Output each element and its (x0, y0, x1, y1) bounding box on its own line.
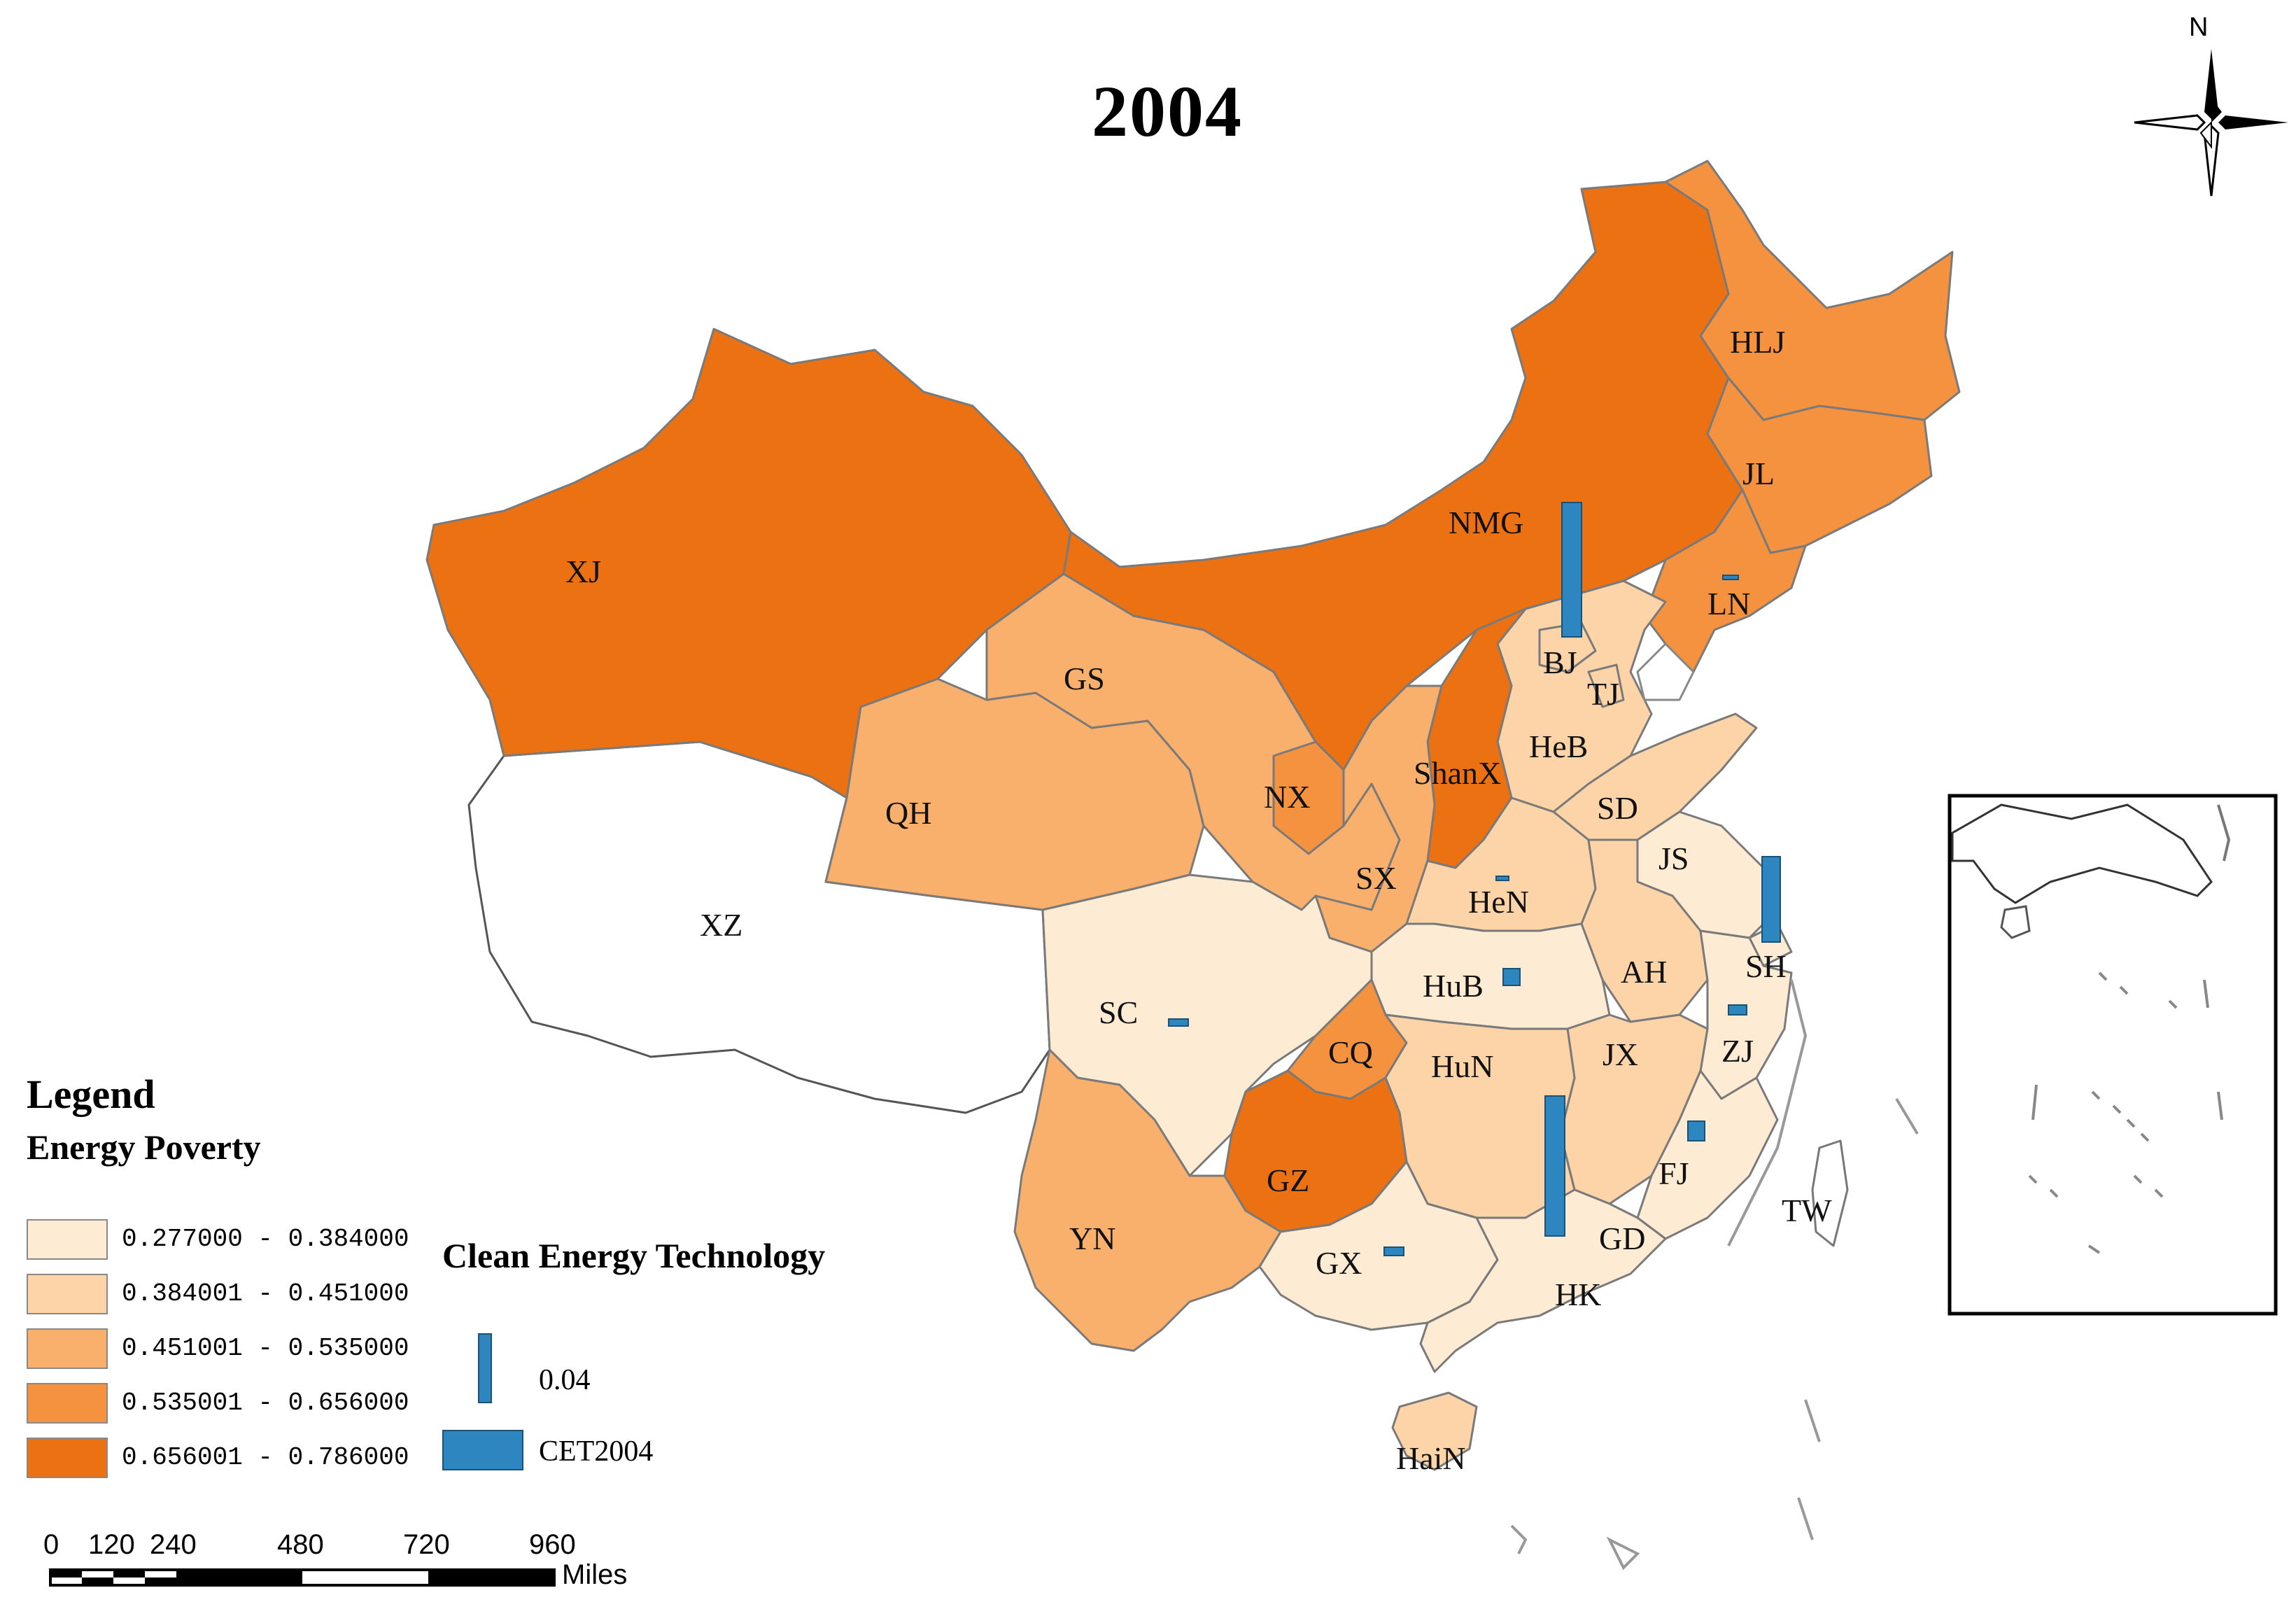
province-HaiN[interactable] (1391, 1391, 1478, 1471)
cet-bar-BJ[interactable] (1561, 502, 1582, 638)
label-YN: YN (1069, 1221, 1116, 1256)
cet-legend-swatch (442, 1430, 523, 1470)
legend-label: 0.451001 - 0.535000 (122, 1334, 409, 1363)
province-FJ[interactable] (1636, 1069, 1779, 1240)
label-BJ: BJ (1543, 645, 1577, 680)
label-TJ: TJ (1587, 676, 1619, 712)
cet-bar-GD[interactable] (1544, 1095, 1565, 1237)
label-JL: JL (1742, 456, 1775, 491)
cet-bar-HeN[interactable] (1495, 876, 1509, 881)
north-arrow (2134, 49, 2288, 197)
legend-swatch (27, 1274, 108, 1314)
scale-bar (49, 1568, 556, 1587)
province-TW[interactable] (1811, 1139, 1849, 1247)
label-HeN: HeN (1468, 884, 1529, 920)
scale-tick: 120 (88, 1529, 135, 1560)
province-YN[interactable] (1013, 1048, 1282, 1352)
scale-unit: Miles (562, 1559, 628, 1590)
legend-label: 0.535001 - 0.656000 (122, 1389, 409, 1417)
cet-bar-GX[interactable] (1383, 1246, 1404, 1256)
province-AH[interactable] (1580, 838, 1709, 1023)
bohai-sea (1636, 642, 1695, 701)
label-HLJ: HLJ (1730, 324, 1786, 360)
label-HuB: HuB (1423, 968, 1484, 1004)
province-HLJ[interactable] (1664, 160, 1961, 421)
coastal-islands (1510, 979, 1919, 1571)
label-GD: GD (1599, 1221, 1646, 1256)
scale-tick: 960 (529, 1529, 576, 1560)
province-XJ[interactable] (425, 328, 1072, 799)
legend-title: Legend (27, 1072, 155, 1117)
label-TW: TW (1782, 1193, 1832, 1228)
label-CQ: CQ (1328, 1034, 1373, 1070)
province-HuB[interactable] (1370, 922, 1611, 1030)
cet-bar-SH[interactable] (1761, 856, 1781, 943)
label-JX: JX (1603, 1037, 1639, 1072)
label-FJ: FJ (1658, 1155, 1689, 1191)
label-SH: SH (1745, 948, 1787, 984)
cet-legend-bar-value: 0.04 (539, 1364, 591, 1396)
province-GD[interactable] (1419, 1188, 1667, 1373)
label-SC: SC (1099, 995, 1139, 1030)
legend-label: 0.277000 - 0.384000 (122, 1225, 409, 1253)
label-NX: NX (1264, 779, 1311, 815)
legend-swatch (27, 1383, 108, 1424)
cet-bar-LN[interactable] (1722, 575, 1739, 580)
label-ZJ: ZJ (1721, 1033, 1754, 1069)
label-XJ: XJ (565, 554, 602, 589)
scale-tick: 240 (150, 1529, 197, 1560)
label-GX: GX (1316, 1245, 1362, 1281)
label-HuN: HuN (1431, 1048, 1494, 1084)
province-TJ[interactable] (1587, 663, 1625, 708)
label-HaiN: HaiN (1396, 1440, 1466, 1476)
legend-swatch (27, 1219, 108, 1260)
label-SX: SX (1355, 860, 1397, 896)
cet-legend-series: CET2004 (539, 1435, 654, 1468)
cet-bar-FJ[interactable] (1687, 1120, 1705, 1141)
cet-legend-bar (478, 1333, 492, 1403)
label-SD: SD (1597, 790, 1638, 826)
legend-subtitle: Energy Poverty (27, 1127, 261, 1167)
legend-swatch (27, 1328, 108, 1369)
label-GS: GS (1064, 661, 1105, 696)
label-QH: QH (885, 795, 932, 831)
label-AH: AH (1621, 954, 1668, 990)
label-HeB: HeB (1529, 729, 1589, 764)
scale-tick: 480 (277, 1529, 324, 1560)
inset-map (1948, 794, 2278, 1316)
label-HK: HK (1555, 1277, 1602, 1312)
cet-bar-HuB[interactable] (1502, 968, 1521, 986)
legend-label: 0.656001 - 0.786000 (122, 1443, 409, 1472)
label-NMG: NMG (1449, 505, 1524, 540)
province-LN[interactable] (1643, 489, 1807, 673)
scale-tick: 720 (403, 1529, 450, 1560)
label-JS: JS (1658, 841, 1689, 876)
cet-bar-SC[interactable] (1168, 1018, 1189, 1027)
scale-tick: 0 (43, 1529, 59, 1560)
label-ShanX: ShanX (1414, 755, 1502, 791)
label-XZ: XZ (700, 907, 743, 943)
label-GZ: GZ (1267, 1162, 1310, 1198)
legend-label: 0.384001 - 0.451000 (122, 1279, 409, 1308)
cet-bars (1168, 502, 1781, 1256)
map-title: 2004 (1092, 71, 1243, 152)
cet-bar-ZJ[interactable] (1728, 1004, 1747, 1016)
label-LN: LN (1707, 586, 1751, 621)
cet-legend-title: Clean Energy Technology (442, 1236, 826, 1275)
north-label: N (2189, 13, 2209, 42)
legend-swatch (27, 1438, 108, 1478)
